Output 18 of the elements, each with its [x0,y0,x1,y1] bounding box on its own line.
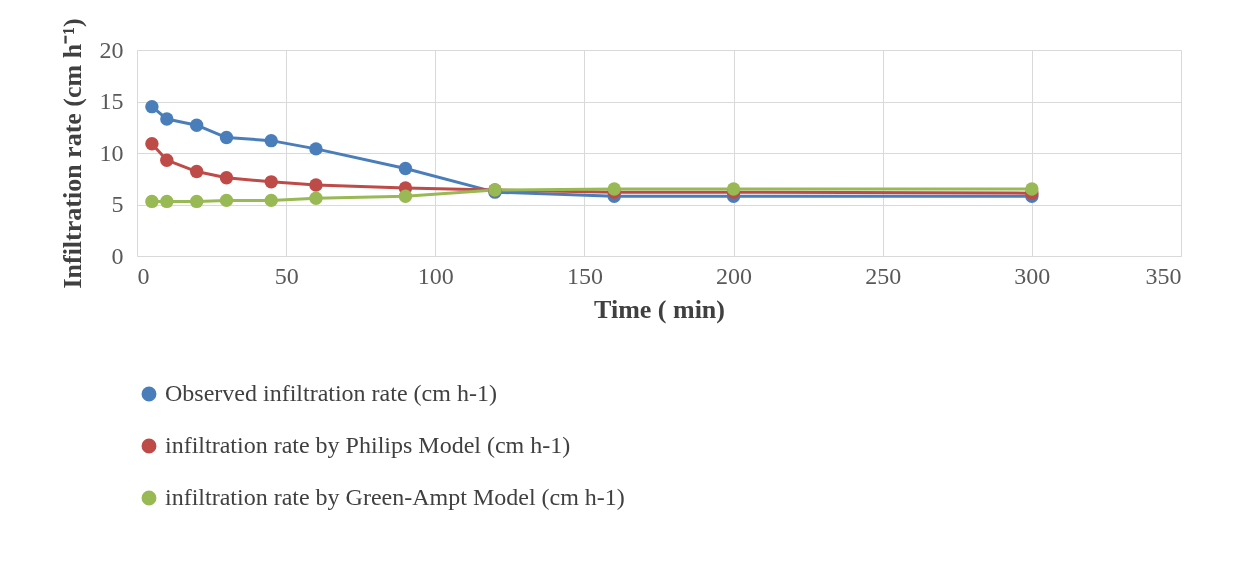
y-tick-label: 10 [99,139,124,166]
x-tick-label: 250 [865,262,902,289]
x-tick-label: 300 [1014,262,1051,289]
x-axis-title: Time ( min) [594,294,725,324]
y-tick-label: 20 [99,36,124,63]
y-tick-label: 5 [111,191,124,217]
y-axis-title: Infiltration rate (cm h⁻¹) [57,18,87,289]
y-tick-label: 15 [99,88,124,114]
x-tick-label: 50 [274,262,299,289]
x-tick-label: 350 [1145,262,1182,289]
legend-label: infiltration rate by Philips Model (cm h-1) [165,432,571,458]
legend-label: Observed infiltration rate (cm h-1) [165,380,497,406]
x-tick-label: 100 [417,262,454,289]
x-tick-label: 150 [566,262,603,289]
x-tick-label: 200 [716,262,753,289]
legend-label: infiltration rate by Green-Ampt Model (cm h-1) [165,484,625,510]
y-tick-label: 0 [111,242,124,269]
x-tick-label: 0 [137,262,150,289]
